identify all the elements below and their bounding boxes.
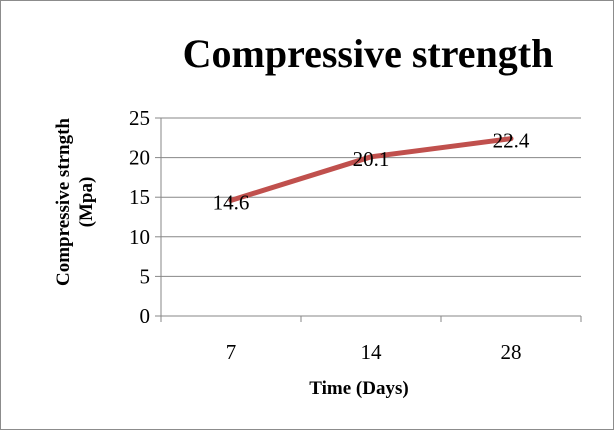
data-label: 20.1 <box>353 147 390 171</box>
labels: 0 5 10 15 20 25 7 14 28 14.6 20.1 22.4 <box>129 106 530 364</box>
series <box>228 136 514 203</box>
x-tick-label: 28 <box>501 340 522 364</box>
y-tick-label: 0 <box>140 304 151 328</box>
gridlines <box>161 117 581 277</box>
y-tick-label: 20 <box>129 146 150 170</box>
y-tick-label: 15 <box>129 185 150 209</box>
y-axis-label-line-2: (Mpa) <box>76 177 97 228</box>
y-tick-label: 10 <box>129 225 150 249</box>
data-label: 14.6 <box>213 190 250 214</box>
y-axis-label-line-1: Compressive strngth <box>53 118 74 286</box>
y-tick-label: 5 <box>140 264 151 288</box>
axes <box>155 117 582 322</box>
x-tick-label: 14 <box>361 340 383 364</box>
chart-title: Compressive strength <box>183 31 554 76</box>
data-label: 22.4 <box>493 129 530 153</box>
y-tick-label: 25 <box>129 106 150 130</box>
x-axis-label: Time (Days) <box>309 378 408 399</box>
x-tick-label: 7 <box>226 340 237 364</box>
